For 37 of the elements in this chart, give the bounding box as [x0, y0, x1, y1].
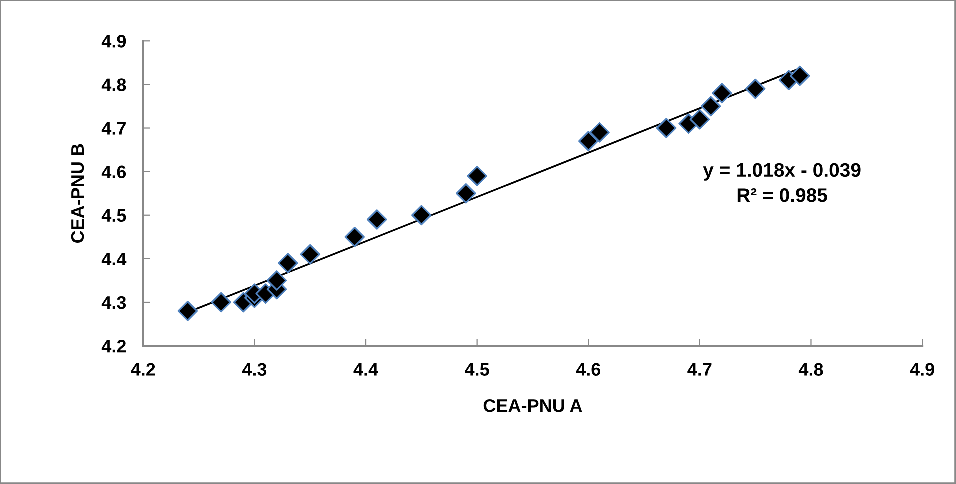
y-tick-label: 4.8 [102, 78, 126, 92]
x-tick-label: 4.4 [354, 363, 378, 376]
point [656, 118, 677, 138]
point [412, 205, 432, 226]
x-tick-label: 4.6 [576, 363, 601, 376]
point [712, 83, 732, 104]
x-tick-label: 4.8 [798, 363, 824, 376]
x-tick-label: 4.2 [131, 363, 156, 376]
point [278, 253, 298, 274]
point [745, 78, 766, 100]
y-tick-label: 4.4 [102, 253, 127, 266]
point [790, 66, 810, 86]
point [590, 122, 610, 143]
point [456, 183, 476, 204]
y-tick-label: 4.3 [102, 296, 126, 310]
x-tick-label: 4.3 [242, 363, 267, 376]
x-tick-label: 4.9 [910, 363, 934, 376]
point [266, 270, 288, 291]
point [344, 227, 366, 248]
y-axis-title: CEA-PNU B [71, 144, 84, 244]
point [300, 244, 321, 265]
x-axis-title: CEA-PNU A [484, 399, 582, 412]
x-tick-label: 4.7 [688, 363, 712, 376]
y-tick-label: 4.7 [102, 122, 126, 135]
point [178, 301, 198, 322]
point [700, 96, 722, 117]
point [366, 210, 388, 230]
annotation: y = 1.018x - 0.039 R² = 0.985 [703, 163, 861, 202]
x-tick-label: 4.5 [465, 363, 490, 376]
point [690, 109, 710, 130]
y-tick-label: 4.2 [102, 340, 126, 353]
point [578, 131, 599, 152]
y-tick-label: 4.6 [102, 166, 126, 179]
y-tick-label: 4.9 [102, 35, 126, 48]
point [467, 166, 488, 186]
point [211, 292, 232, 313]
y-tick-label: 4.5 [102, 210, 126, 222]
